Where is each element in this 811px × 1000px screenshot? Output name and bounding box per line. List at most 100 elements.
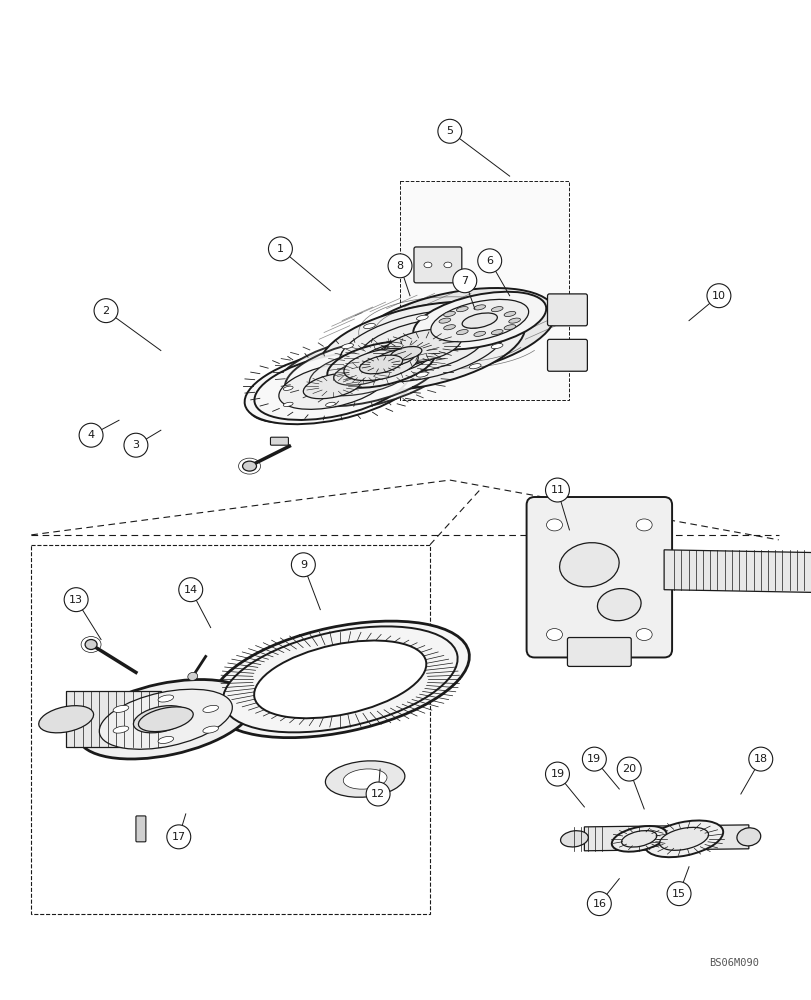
Text: 5: 5 (446, 126, 453, 136)
Text: 18: 18 (753, 754, 767, 764)
Ellipse shape (443, 325, 455, 330)
FancyBboxPatch shape (567, 638, 630, 666)
Text: 19: 19 (550, 769, 564, 779)
Ellipse shape (244, 348, 420, 424)
Ellipse shape (254, 641, 426, 718)
Circle shape (545, 478, 569, 502)
Text: BS06M090: BS06M090 (708, 958, 757, 968)
Ellipse shape (416, 315, 427, 320)
Ellipse shape (546, 629, 562, 641)
Ellipse shape (443, 311, 455, 317)
Circle shape (748, 747, 772, 771)
Ellipse shape (78, 680, 254, 759)
Ellipse shape (491, 307, 503, 312)
Ellipse shape (254, 352, 410, 420)
Ellipse shape (491, 330, 503, 335)
Ellipse shape (431, 299, 528, 342)
Circle shape (79, 423, 103, 447)
Ellipse shape (343, 769, 387, 789)
Ellipse shape (341, 344, 353, 349)
Ellipse shape (303, 373, 362, 399)
Ellipse shape (291, 389, 327, 404)
Circle shape (706, 284, 730, 308)
FancyBboxPatch shape (547, 294, 586, 326)
Ellipse shape (560, 831, 587, 847)
FancyBboxPatch shape (270, 437, 288, 445)
Circle shape (178, 578, 203, 602)
Text: 6: 6 (486, 256, 492, 266)
Polygon shape (584, 825, 748, 851)
Text: 11: 11 (550, 485, 564, 495)
Ellipse shape (138, 707, 193, 732)
Circle shape (477, 249, 501, 273)
Ellipse shape (283, 386, 293, 390)
Circle shape (291, 553, 315, 577)
Ellipse shape (469, 323, 480, 329)
Text: 15: 15 (672, 889, 685, 899)
Circle shape (94, 299, 118, 323)
Ellipse shape (248, 370, 370, 423)
Ellipse shape (461, 313, 497, 328)
Text: 1: 1 (277, 244, 284, 254)
Circle shape (437, 119, 461, 143)
Ellipse shape (325, 386, 335, 390)
Ellipse shape (416, 372, 427, 377)
Ellipse shape (309, 349, 416, 396)
Ellipse shape (275, 334, 451, 411)
FancyBboxPatch shape (32, 545, 429, 914)
Ellipse shape (325, 761, 405, 797)
FancyBboxPatch shape (526, 497, 672, 657)
Circle shape (366, 782, 389, 806)
Ellipse shape (474, 305, 485, 310)
Ellipse shape (456, 330, 468, 335)
Ellipse shape (283, 402, 293, 407)
Ellipse shape (659, 827, 708, 850)
Ellipse shape (358, 342, 432, 374)
Ellipse shape (363, 323, 375, 329)
Ellipse shape (359, 355, 402, 374)
Ellipse shape (383, 329, 461, 363)
Circle shape (268, 237, 292, 261)
Ellipse shape (187, 672, 197, 680)
Ellipse shape (644, 820, 723, 857)
Ellipse shape (375, 350, 414, 367)
Ellipse shape (372, 339, 439, 368)
Text: 3: 3 (132, 440, 139, 450)
Ellipse shape (439, 318, 450, 323)
Ellipse shape (344, 348, 418, 381)
Circle shape (667, 882, 690, 906)
Ellipse shape (158, 695, 174, 702)
Ellipse shape (456, 307, 468, 312)
Circle shape (124, 433, 148, 457)
Text: 8: 8 (396, 261, 403, 271)
Ellipse shape (327, 341, 435, 388)
Circle shape (586, 892, 611, 916)
Ellipse shape (325, 402, 335, 407)
Ellipse shape (270, 379, 348, 413)
Text: 7: 7 (461, 276, 468, 286)
Circle shape (166, 825, 191, 849)
Circle shape (616, 757, 641, 781)
Ellipse shape (636, 519, 651, 531)
Circle shape (545, 762, 569, 786)
Ellipse shape (278, 363, 386, 409)
Text: 12: 12 (371, 789, 384, 799)
Circle shape (64, 588, 88, 612)
Text: 9: 9 (299, 560, 307, 570)
Text: 4: 4 (88, 430, 95, 440)
Text: 10: 10 (711, 291, 725, 301)
Ellipse shape (611, 826, 666, 852)
Ellipse shape (504, 325, 515, 330)
Ellipse shape (363, 364, 375, 369)
Text: 2: 2 (102, 306, 109, 316)
Ellipse shape (222, 626, 457, 732)
Ellipse shape (423, 262, 431, 268)
Ellipse shape (242, 461, 256, 471)
Ellipse shape (491, 344, 502, 349)
Ellipse shape (559, 543, 618, 587)
Ellipse shape (474, 331, 485, 336)
FancyBboxPatch shape (135, 816, 146, 842)
Ellipse shape (158, 736, 174, 744)
Circle shape (388, 254, 411, 278)
Ellipse shape (469, 364, 480, 369)
